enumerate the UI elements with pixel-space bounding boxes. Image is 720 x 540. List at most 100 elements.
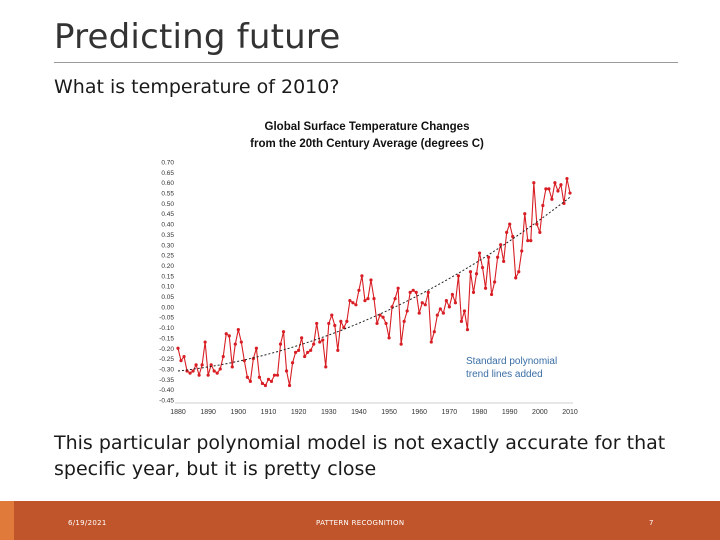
temperature-point <box>514 276 518 280</box>
temperature-point <box>511 234 515 239</box>
temperature-point <box>372 296 376 301</box>
temperature-point <box>230 365 234 369</box>
temperature-point <box>342 325 346 330</box>
temperature-point <box>387 336 391 340</box>
temperature-point <box>396 286 400 290</box>
chart-svg: Global Surface Temperature Changes from … <box>159 121 578 416</box>
temperature-point <box>411 288 415 292</box>
temperature-point <box>348 299 352 303</box>
temperature-point <box>544 187 548 191</box>
temperature-point <box>236 328 240 332</box>
temperature-point <box>209 363 213 367</box>
temperature-point <box>351 301 355 305</box>
temperature-point <box>324 365 328 369</box>
temperature-point <box>438 307 442 311</box>
temperature-point <box>312 342 316 346</box>
temperature-point <box>414 290 418 294</box>
y-tick-label: 0.25 <box>161 253 174 260</box>
y-tick-label: 0.55 <box>161 191 174 198</box>
y-tick-label: 0.05 <box>161 294 174 301</box>
y-tick-label: -0.40 <box>159 387 174 394</box>
temperature-point <box>471 290 476 294</box>
temperature-point <box>321 338 325 342</box>
temperature-point <box>565 176 569 181</box>
y-tick-label: -0.20 <box>159 346 174 353</box>
temperature-point <box>197 373 201 377</box>
temperature-point <box>384 321 388 326</box>
temperature-point <box>393 296 397 301</box>
question-text: What is temperature of 2010? <box>54 76 340 98</box>
temperature-chart: Global Surface Temperature Changes from … <box>150 112 590 422</box>
footer-title: PATTERN RECOGNITION <box>316 519 405 527</box>
temperature-point <box>290 361 295 365</box>
temperature-point <box>444 299 448 303</box>
y-tick-label: 0.40 <box>161 222 174 229</box>
temperature-point <box>408 290 412 294</box>
temperature-point <box>306 350 310 354</box>
temperature-point <box>221 354 225 359</box>
temperature-point <box>538 230 542 234</box>
temperature-point <box>297 348 301 352</box>
temperature-point <box>559 183 563 187</box>
y-tick-label: -0.35 <box>159 377 174 384</box>
temperature-point <box>260 381 265 386</box>
temperature-point <box>239 340 243 344</box>
y-tick-label: 0.15 <box>161 273 174 280</box>
temperature-point <box>405 309 409 313</box>
temperature-point <box>450 292 454 297</box>
temperature-point <box>523 212 527 216</box>
y-tick-label: -0.25 <box>159 356 174 363</box>
temperature-point <box>227 334 231 338</box>
temperature-point <box>357 288 361 292</box>
temperature-point <box>206 373 210 377</box>
temperature-point <box>191 369 195 373</box>
temperature-point <box>526 239 530 243</box>
temperature-point <box>303 354 307 359</box>
temperature-point <box>336 348 340 352</box>
temperature-point <box>218 367 222 371</box>
temperature-point <box>278 342 283 346</box>
temperature-point <box>363 299 367 303</box>
temperature-point <box>556 189 560 193</box>
temperature-point <box>318 340 322 344</box>
temperature-point <box>233 342 237 346</box>
x-tick-label: 1900 <box>231 409 247 416</box>
x-tick-label: 2010 <box>562 409 578 416</box>
temperature-point <box>315 321 319 326</box>
annotation-line-1: Standard polynomial <box>466 356 557 367</box>
footer-date: 6/19/2021 <box>68 519 107 527</box>
temperature-point <box>474 272 479 276</box>
y-tick-label: 0.35 <box>161 232 174 239</box>
y-tick-label: 0.20 <box>161 263 174 270</box>
temperature-point <box>212 369 216 373</box>
temperature-point <box>176 346 180 350</box>
y-tick-label: 0.60 <box>161 180 174 187</box>
temperature-point <box>532 181 536 185</box>
y-tick-label: 0.10 <box>161 284 174 291</box>
temperature-point <box>508 222 512 226</box>
temperature-point <box>568 191 572 195</box>
y-tick-label: -0.05 <box>159 315 174 322</box>
temperature-point <box>456 274 461 278</box>
temperature-point <box>203 340 207 344</box>
temperature-point <box>224 332 228 336</box>
temperature-point <box>423 303 427 307</box>
temperature-point <box>417 311 421 315</box>
y-tick-label: -0.15 <box>159 335 174 342</box>
temperature-point <box>345 319 349 323</box>
temperature-point <box>496 255 500 259</box>
x-tick-label: 1890 <box>200 409 216 416</box>
x-tick-label: 1930 <box>321 409 337 416</box>
temperature-point <box>257 375 262 379</box>
temperature-point <box>287 383 292 388</box>
temperature-point <box>553 181 557 185</box>
temperature-point <box>294 350 298 354</box>
x-tick-label: 1990 <box>502 409 518 416</box>
temperature-point <box>468 270 473 274</box>
temperature-point <box>402 319 406 323</box>
temperature-point <box>399 342 403 346</box>
temperature-point <box>272 373 277 377</box>
page-title: Predicting future <box>54 17 341 57</box>
temperature-point <box>369 278 373 282</box>
y-tick-label: 0.45 <box>161 211 174 218</box>
